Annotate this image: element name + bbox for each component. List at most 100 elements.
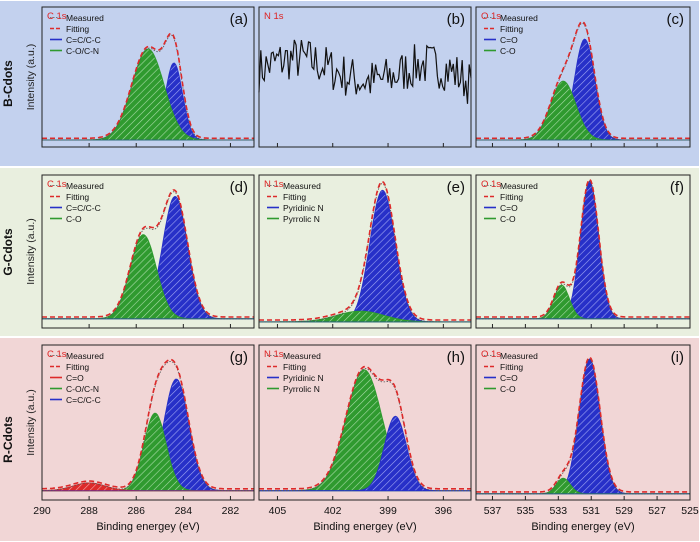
plot-frame — [475, 6, 691, 148]
legend-label: C-O — [66, 214, 82, 224]
panel-letter: (a) — [230, 11, 248, 28]
legend-label: Pyrrolic N — [283, 384, 320, 394]
legend-label: Fitting — [283, 362, 306, 372]
plot-frame — [258, 344, 472, 501]
x-axis-label: Binding energey (eV) — [96, 521, 199, 533]
row-label: G-Cdots — [1, 228, 15, 276]
panel-letter: (b) — [447, 11, 465, 28]
plot-frame — [475, 174, 691, 329]
panel-letter: (h) — [447, 349, 465, 366]
fitting-curve — [42, 32, 254, 140]
fitting-curve — [476, 178, 690, 318]
panel-letter: (g) — [230, 349, 248, 366]
legend-label: Fitting — [66, 192, 89, 202]
x-tick-label: 537 — [484, 505, 502, 517]
legend-label: Measured — [66, 13, 104, 23]
legend-label: C-O/C-N — [66, 46, 99, 56]
y-axis-label: Intensity (a.u.) — [25, 389, 37, 456]
panel-letter: (i) — [671, 349, 684, 366]
plot-frame — [41, 344, 255, 501]
x-tick-label: 525 — [681, 505, 699, 517]
legend-label: Measured — [66, 181, 104, 191]
row-label: B-Cdots — [1, 60, 15, 107]
panel-letter: (f) — [670, 179, 684, 196]
measured-curve — [258, 39, 472, 104]
y-axis-label: Intensity (a.u.) — [25, 44, 37, 111]
x-tick-label: 531 — [582, 505, 600, 517]
legend-label: C-O — [500, 214, 516, 224]
plot-frame — [41, 174, 255, 329]
legend-label: Measured — [500, 351, 538, 361]
row-label: R-Cdots — [1, 416, 15, 463]
legend-label: Measured — [66, 351, 104, 361]
x-tick-label: 284 — [175, 505, 193, 517]
legend-label: Measured — [500, 181, 538, 191]
legend-label: C=C/C-C — [66, 395, 101, 405]
legend-label: Pyrrolic N — [283, 214, 320, 224]
measured-curve — [476, 180, 690, 320]
legend-label: Fitting — [66, 24, 89, 34]
x-tick-label: 290 — [33, 505, 51, 517]
legend-label: C-O — [500, 384, 516, 394]
x-tick-label: 396 — [435, 505, 453, 517]
x-tick-label: 405 — [269, 505, 287, 517]
measured-curve — [259, 367, 471, 492]
element-label: O 1s — [481, 11, 501, 22]
element-label: N 1s — [264, 11, 284, 22]
element-label: O 1s — [481, 179, 501, 190]
legend-label: Measured — [283, 351, 321, 361]
x-axis-label: Binding energey (eV) — [531, 521, 634, 533]
x-tick-label: 533 — [550, 505, 568, 517]
legend-label: C-O — [500, 46, 516, 56]
element-label: N 1s — [264, 179, 284, 190]
measured-curve — [476, 22, 690, 141]
plot-frame — [41, 6, 255, 148]
element-label: O 1s — [481, 349, 501, 360]
plot-frame — [475, 344, 691, 501]
plot-area — [259, 7, 471, 147]
plot-frame — [258, 174, 472, 329]
x-tick-label: 399 — [379, 505, 397, 517]
x-tick-label: 288 — [80, 505, 98, 517]
legend-label: C=O — [500, 203, 518, 213]
x-axis-label: Binding energey (eV) — [313, 521, 416, 533]
legend-label: C=C/C-C — [66, 35, 101, 45]
panel-letter: (e) — [447, 179, 465, 196]
x-tick-label: 529 — [615, 505, 633, 517]
plot-frame — [258, 6, 472, 148]
legend-label: Fitting — [500, 192, 523, 202]
legend-label: C=O — [500, 373, 518, 383]
legend-label: C=O — [500, 35, 518, 45]
x-tick-label: 282 — [222, 505, 240, 517]
x-tick-label: 535 — [517, 505, 535, 517]
legend-label: Measured — [283, 181, 321, 191]
measured-curve — [42, 360, 254, 492]
legend-label: Measured — [500, 13, 538, 23]
panel-letter: (d) — [230, 179, 248, 196]
x-tick-label: 286 — [127, 505, 145, 517]
legend-label: C-O/C-N — [66, 384, 99, 394]
element-label: C 1s — [47, 11, 67, 22]
fitting-curve — [42, 358, 254, 490]
panel-letter: (c) — [667, 11, 685, 28]
y-axis-label: Intensity (a.u.) — [25, 218, 37, 285]
legend-label: Fitting — [66, 362, 89, 372]
x-tick-label: 527 — [648, 505, 666, 517]
element-label: N 1s — [264, 349, 284, 360]
panel-b: N 1s (b) — [258, 6, 472, 148]
legend-label: Fitting — [500, 362, 523, 372]
fitting-curve — [476, 20, 690, 140]
element-label: C 1s — [47, 349, 67, 360]
legend-label: Pyridinic N — [283, 373, 324, 383]
measured-curve — [42, 191, 254, 320]
legend-label: C=O — [66, 373, 84, 383]
